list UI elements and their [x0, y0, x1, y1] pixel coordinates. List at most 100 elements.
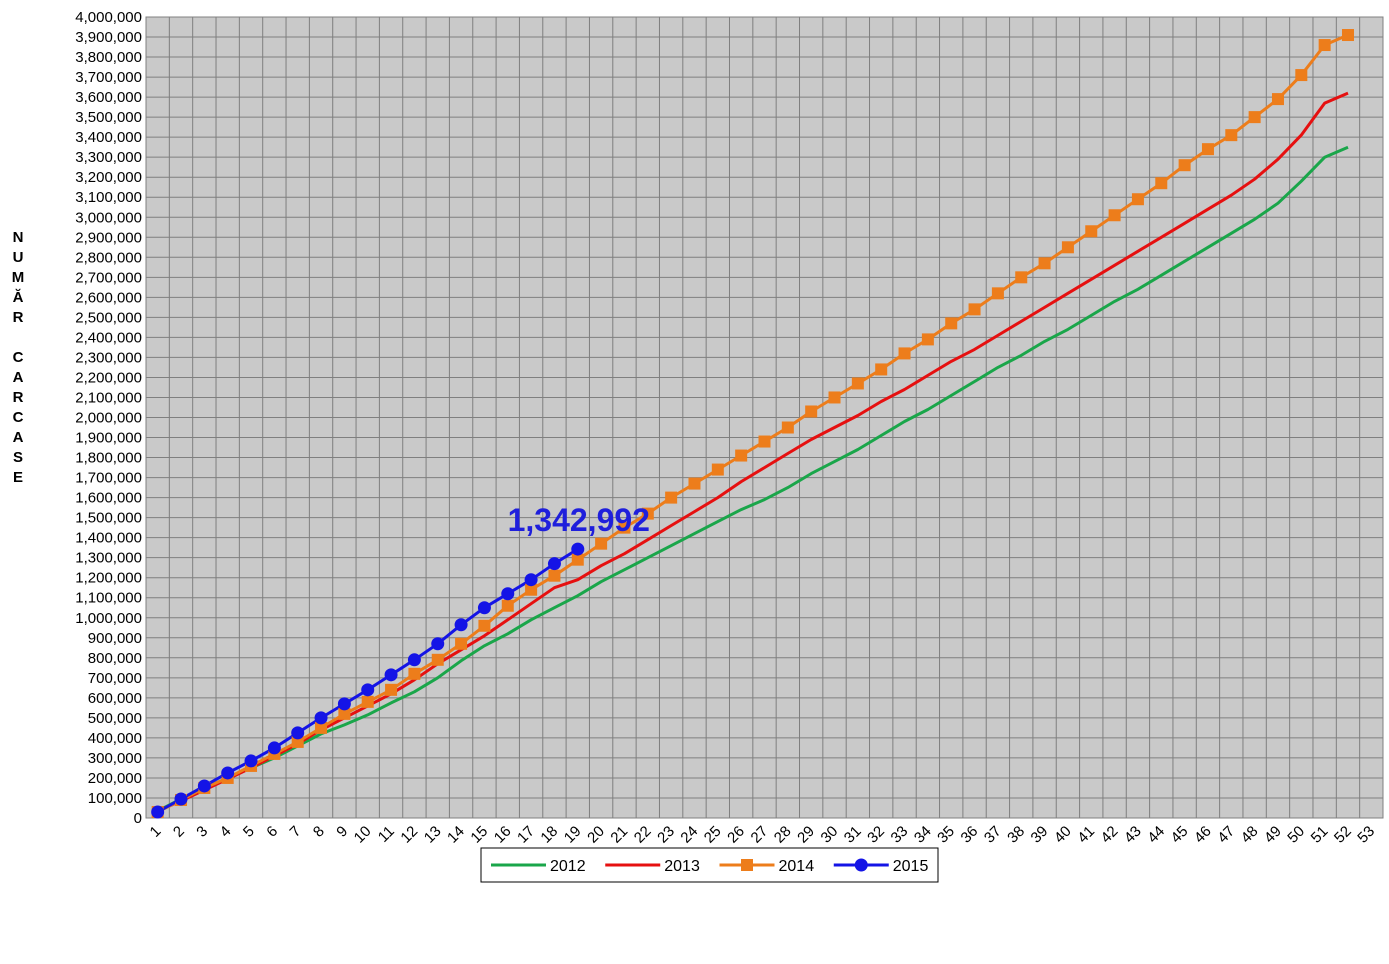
- y-tick-label: 300,000: [88, 750, 142, 767]
- x-tick-label: 53: [1354, 823, 1378, 847]
- marker-2014: [781, 421, 794, 434]
- x-tick-label: 10: [351, 823, 375, 847]
- x-tick-label: 12: [397, 823, 421, 847]
- x-tick-label: 13: [421, 823, 445, 847]
- marker-2014: [851, 377, 864, 390]
- x-tick-label: 23: [654, 823, 678, 847]
- marker-2014: [828, 391, 841, 404]
- x-tick-label: 16: [491, 823, 515, 847]
- x-tick-label: 4: [217, 823, 235, 841]
- x-tick-label: 43: [1121, 823, 1145, 847]
- x-tick-label: 6: [263, 823, 281, 841]
- x-tick-label: 24: [677, 823, 701, 847]
- y-axis-ticks: 0 100,000 200,000 300,000 400,000 500,000 600,…: [75, 9, 142, 827]
- marker-2015: [291, 726, 305, 740]
- y-tick-label: 2,200,000: [75, 369, 142, 386]
- x-tick-label: 21: [607, 823, 631, 847]
- marker-2014: [1271, 93, 1284, 106]
- x-tick-label: 18: [537, 823, 561, 847]
- y-tick-label: 3,900,000: [75, 29, 142, 46]
- legend-label-2015: 2015: [893, 858, 929, 875]
- y-tick-label: 1,400,000: [75, 530, 142, 547]
- series-line-2012: [157, 145, 1349, 813]
- marker-2014: [571, 553, 584, 566]
- y-label-letter: S: [13, 449, 23, 466]
- legend-marker-2014: [741, 859, 753, 871]
- marker-2014: [1341, 29, 1354, 42]
- marker-2014: [431, 653, 444, 666]
- x-tick-label: 35: [934, 823, 958, 847]
- marker-2014: [898, 347, 911, 360]
- marker-2014: [665, 491, 678, 504]
- y-tick-label: 2,100,000: [75, 389, 142, 406]
- y-tick-label: 1,000,000: [75, 610, 142, 627]
- y-tick-label: 3,200,000: [75, 169, 142, 186]
- x-tick-label: 34: [911, 823, 935, 847]
- marker-2014: [1295, 69, 1308, 82]
- marker-2015: [151, 805, 165, 819]
- x-tick-label: 1: [147, 823, 165, 841]
- marker-2014: [501, 599, 514, 612]
- y-tick-label: 1,800,000: [75, 450, 142, 467]
- x-tick-label: 41: [1074, 823, 1098, 847]
- marker-2014: [805, 405, 818, 418]
- x-tick-label: 22: [631, 823, 655, 847]
- marker-2014: [408, 667, 421, 680]
- marker-2015: [407, 653, 421, 667]
- y-tick-label: 2,400,000: [75, 329, 142, 346]
- marker-2015: [384, 668, 398, 682]
- y-tick-label: 700,000: [88, 670, 142, 687]
- x-tick-label: 47: [1214, 823, 1238, 847]
- marker-2014: [1318, 39, 1331, 52]
- y-tick-label: 1,300,000: [75, 550, 142, 567]
- marker-2014: [1061, 241, 1074, 254]
- marker-2014: [1248, 111, 1261, 124]
- x-tick-label: 42: [1098, 823, 1122, 847]
- y-label-letter: U: [13, 249, 24, 266]
- x-tick-label: 39: [1028, 823, 1052, 847]
- y-tick-label: 2,000,000: [75, 410, 142, 427]
- marker-2014: [595, 537, 608, 550]
- plot-border: [145, 16, 1384, 819]
- x-tick-label: 32: [864, 823, 888, 847]
- marker-2014: [758, 435, 771, 448]
- y-tick-label: 3,700,000: [75, 69, 142, 86]
- y-tick-label: 600,000: [88, 690, 142, 707]
- marker-2014: [991, 287, 1004, 300]
- y-tick-label: 2,300,000: [75, 349, 142, 366]
- x-tick-label: 8: [310, 823, 328, 841]
- series-line-2013: [157, 91, 1349, 813]
- y-tick-label: 3,600,000: [75, 89, 142, 106]
- y-tick-label: 3,000,000: [75, 209, 142, 226]
- marker-2014: [315, 721, 328, 734]
- y-label-letter: C: [13, 409, 24, 426]
- x-tick-label: 25: [701, 823, 725, 847]
- x-tick-label: 33: [888, 823, 912, 847]
- x-tick-label: 2: [170, 823, 188, 841]
- x-tick-label: 45: [1168, 823, 1192, 847]
- marker-2015: [501, 587, 515, 601]
- marker-2014: [548, 569, 561, 582]
- marker-2015: [547, 557, 561, 571]
- y-tick-label: 900,000: [88, 630, 142, 647]
- x-tick-label: 52: [1331, 823, 1355, 847]
- y-tick-label: 3,800,000: [75, 49, 142, 66]
- y-label-letter: M: [12, 269, 25, 286]
- marker-2015: [244, 754, 258, 768]
- y-tick-label: 3,100,000: [75, 189, 142, 206]
- y-tick-label: 400,000: [88, 730, 142, 747]
- y-tick-label: 1,100,000: [75, 590, 142, 607]
- x-tick-label: 50: [1284, 823, 1308, 847]
- x-tick-label: 46: [1191, 823, 1215, 847]
- marker-2014: [921, 333, 934, 346]
- marker-2015: [337, 697, 351, 711]
- y-tick-label: 2,800,000: [75, 249, 142, 266]
- x-tick-label: 40: [1051, 823, 1075, 847]
- marker-2014: [1015, 271, 1028, 284]
- y-tick-label: 1,900,000: [75, 430, 142, 447]
- x-tick-label: 17: [514, 823, 538, 847]
- y-tick-label: 2,700,000: [75, 269, 142, 286]
- marker-2015: [174, 792, 188, 806]
